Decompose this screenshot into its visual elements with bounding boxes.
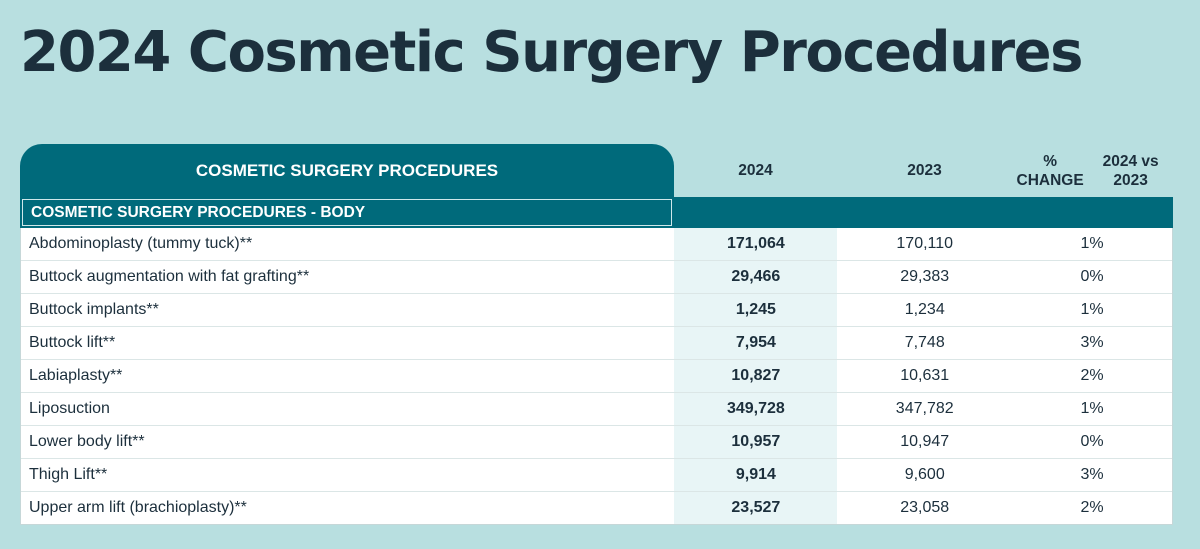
table-row: Lower body lift** 10,957 10,947 0% xyxy=(21,425,1172,458)
value-2023: 170,110 xyxy=(896,235,954,252)
table-row: Buttock augmentation with fat grafting**… xyxy=(21,260,1172,293)
table-row: Abdominoplasty (tummy tuck)** 171,064 17… xyxy=(21,228,1172,260)
section-label: COSMETIC SURGERY PROCEDURES - BODY xyxy=(22,199,672,226)
procedures-table: COSMETIC SURGERY PROCEDURES 2024 2023 % … xyxy=(20,144,1173,525)
value-2024: 29,466 xyxy=(674,261,838,293)
value-2023: 1,234 xyxy=(904,301,945,318)
procedure-name: Lower body lift** xyxy=(29,433,145,450)
value-2023: 10,947 xyxy=(900,433,950,450)
table-row: Upper arm lift (brachioplasty)** 23,527 … xyxy=(21,491,1172,524)
percent-change: 1% xyxy=(1080,301,1104,318)
header-2024: 2024 xyxy=(738,162,773,179)
header-change-line2: 2024 vs 2023 xyxy=(1102,152,1159,189)
value-2024: 171,064 xyxy=(674,228,838,260)
header-2023: 2023 xyxy=(907,162,942,179)
value-2023: 29,383 xyxy=(900,268,950,285)
value-2023: 9,600 xyxy=(904,466,945,483)
value-2024: 349,728 xyxy=(674,393,838,425)
table-row: Buttock implants** 1,245 1,234 1% xyxy=(21,293,1172,326)
procedure-name: Thigh Lift** xyxy=(29,466,108,483)
procedure-name: Buttock augmentation with fat grafting** xyxy=(29,268,310,285)
procedure-name: Buttock lift** xyxy=(29,334,116,351)
percent-change: 0% xyxy=(1080,268,1104,285)
table-row: Labiaplasty** 10,827 10,631 2% xyxy=(21,359,1172,392)
value-2024: 10,957 xyxy=(674,426,838,458)
table-header: COSMETIC SURGERY PROCEDURES 2024 2023 % … xyxy=(20,144,1173,197)
percent-change: 3% xyxy=(1080,466,1104,483)
procedure-name: Upper arm lift (brachioplasty)** xyxy=(29,499,247,516)
value-2023: 7,748 xyxy=(904,334,945,351)
percent-change: 1% xyxy=(1080,235,1104,252)
percent-change: 3% xyxy=(1080,334,1104,351)
percent-change: 0% xyxy=(1080,433,1104,450)
header-change-line1: % CHANGE xyxy=(1016,152,1084,189)
procedure-name: Liposuction xyxy=(29,400,110,417)
value-2024: 10,827 xyxy=(674,360,838,392)
header-procedures: COSMETIC SURGERY PROCEDURES xyxy=(20,144,674,197)
value-2024: 7,954 xyxy=(674,327,838,359)
procedure-name: Buttock implants** xyxy=(29,301,159,318)
table-row: Thigh Lift** 9,914 9,600 3% xyxy=(21,458,1172,491)
table-row: Liposuction 349,728 347,782 1% xyxy=(21,392,1172,425)
value-2023: 23,058 xyxy=(900,499,950,516)
percent-change: 2% xyxy=(1080,367,1104,384)
value-2023: 347,782 xyxy=(895,400,954,417)
table-row: Buttock lift** 7,954 7,748 3% xyxy=(21,326,1172,359)
table-body: Abdominoplasty (tummy tuck)** 171,064 17… xyxy=(20,228,1173,525)
value-2024: 1,245 xyxy=(674,294,838,326)
percent-change: 2% xyxy=(1080,499,1104,516)
value-2024: 9,914 xyxy=(674,459,838,491)
procedure-name: Labiaplasty** xyxy=(29,367,123,384)
percent-change: 1% xyxy=(1080,400,1104,417)
procedure-name: Abdominoplasty (tummy tuck)** xyxy=(29,235,253,252)
page-title: 2024 Cosmetic Surgery Procedures xyxy=(20,20,1083,85)
value-2023: 10,631 xyxy=(900,367,950,384)
section-row: COSMETIC SURGERY PROCEDURES - BODY xyxy=(20,197,1173,228)
header-percent-change: % CHANGE 2024 vs 2023 xyxy=(1012,144,1173,197)
value-2024: 23,527 xyxy=(674,492,838,524)
